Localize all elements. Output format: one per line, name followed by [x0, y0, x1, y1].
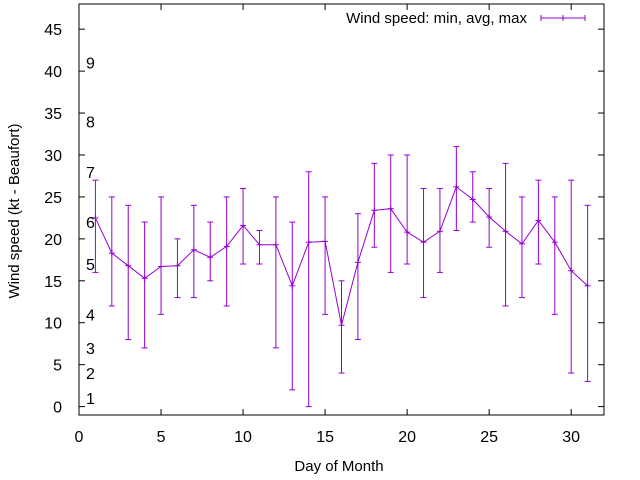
y-tick-label: 25: [44, 190, 62, 207]
plot-marks: [92, 146, 591, 408]
y-tick-label: 10: [44, 316, 62, 333]
y-tick-label: 15: [44, 274, 62, 291]
x-tick-label: 15: [316, 429, 334, 446]
plot-frame: [78, 3, 605, 416]
y-tick-label: 20: [44, 232, 62, 249]
beaufort-label: 8: [86, 114, 95, 131]
x-tick-label: 25: [480, 429, 498, 446]
y-tick-label: 40: [44, 64, 62, 81]
x-tick-label: 30: [562, 429, 580, 446]
beaufort-label: 2: [86, 366, 95, 383]
x-tick-label: 5: [157, 429, 166, 446]
x-tick-label: 20: [398, 429, 416, 446]
beaufort-label: 7: [86, 165, 95, 182]
beaufort-label: 4: [86, 307, 95, 324]
y-tick-label: 45: [44, 22, 62, 39]
x-axis-title: Day of Month: [294, 458, 383, 475]
beaufort-label: 1: [86, 391, 95, 408]
x-tick-label: 10: [234, 429, 252, 446]
beaufort-label: 3: [86, 341, 95, 358]
legend-line-sample: [540, 15, 586, 21]
y-tick-label: 30: [44, 148, 62, 165]
beaufort-label: 5: [86, 257, 95, 274]
y-axis-title: Wind speed (kt - Beaufort): [6, 123, 23, 298]
beaufort-label: 9: [86, 56, 95, 73]
beaufort-label: 6: [86, 215, 95, 232]
y-tick-label: 35: [44, 106, 62, 123]
y-tick-label: 5: [53, 358, 62, 375]
legend-label: Wind speed: min, avg, max: [346, 10, 527, 27]
legend: Wind speed: min, avg, max: [346, 10, 586, 27]
y-tick-label: 0: [53, 400, 62, 417]
x-tick-label: 0: [75, 429, 84, 446]
beaufort-scale-labels: 1 2 3 4 5 6 7 8 9: [86, 56, 95, 409]
